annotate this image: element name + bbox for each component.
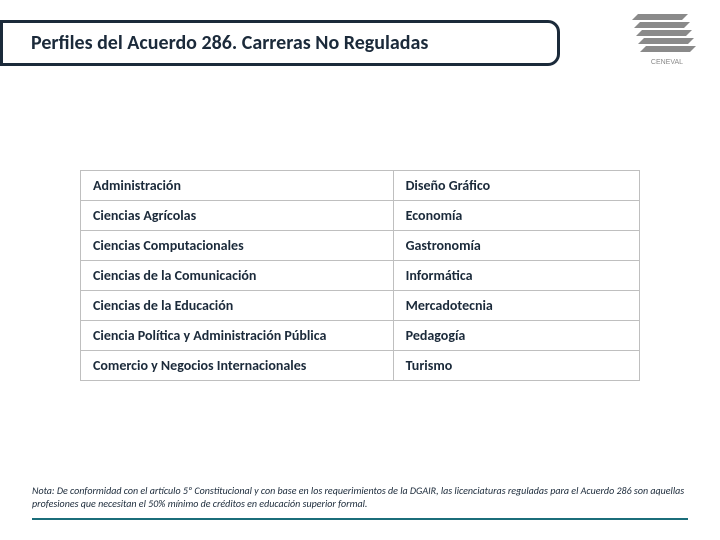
title-bar: Perfiles del Acuerdo 286. Carreras No Re…	[0, 20, 560, 66]
careers-table: Administración Ciencias Agrícolas Cienci…	[80, 170, 640, 420]
logo-label: CENEVAL	[651, 59, 683, 66]
accent-line	[32, 518, 688, 520]
table-row: Gastronomía	[394, 231, 639, 261]
table-row: Ciencias Agrícolas	[81, 201, 393, 231]
table-row: Pedagogía	[394, 321, 639, 351]
table-col-left: Administración Ciencias Agrícolas Cienci…	[80, 170, 394, 381]
table-row: Diseño Gráfico	[394, 171, 639, 201]
table-row: Ciencias de la Comunicación	[81, 261, 393, 291]
table-row: Ciencias Computacionales	[81, 231, 393, 261]
table-row: Administración	[81, 171, 393, 201]
table-row: Economía	[394, 201, 639, 231]
table-row: Informática	[394, 261, 639, 291]
table-row: Ciencia Política y Administración Públic…	[81, 321, 393, 351]
table-row: Turismo	[394, 351, 639, 380]
slide-title: Perfiles del Acuerdo 286. Carreras No Re…	[31, 31, 545, 55]
footnote: Nota: De conformidad con el artículo 5º …	[32, 485, 688, 510]
table-row: Mercadotecnia	[394, 291, 639, 321]
table-row: Ciencias de la Educación	[81, 291, 393, 321]
table-row: Comercio y Negocios Internacionales	[81, 351, 393, 380]
table-col-right: Diseño Gráfico Economía Gastronomía Info…	[394, 170, 640, 381]
ceneval-logo: CENEVAL	[632, 14, 702, 66]
